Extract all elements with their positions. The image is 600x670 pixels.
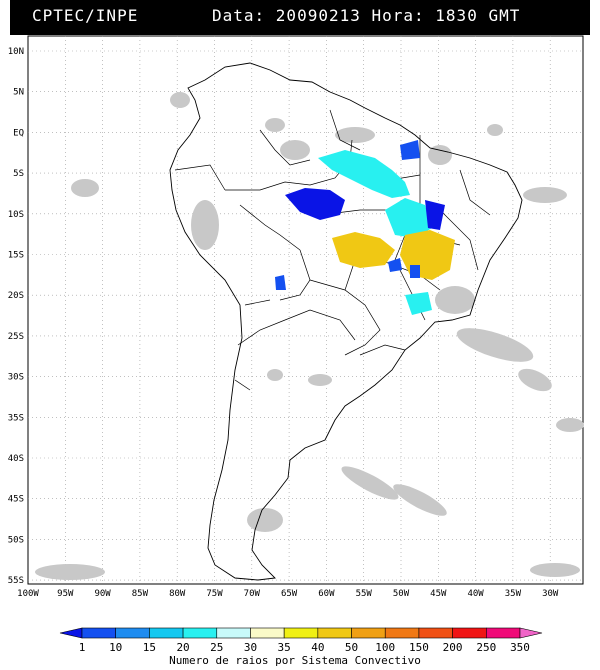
colorbar-tick-label: 10 (109, 641, 122, 654)
lat-tick-label: 50S (8, 535, 24, 545)
colorbar-segment (149, 627, 184, 639)
lat-tick-label: 55S (8, 576, 24, 586)
lat-tick-label: 35S (8, 413, 24, 423)
colorbar-segment (384, 627, 420, 639)
colorbar-segment (182, 627, 218, 639)
lon-tick-label: 70W (244, 589, 261, 599)
system-cyan-south (405, 292, 432, 315)
system-orange-west (332, 232, 395, 268)
colorbar-segment (317, 627, 352, 639)
coastlines (169, 62, 523, 581)
lat-tick-label: 5N (13, 88, 24, 98)
header-source: CPTEC/INPE (32, 6, 139, 25)
lon-tick-label: 100W (17, 589, 39, 599)
system-blue-small-2 (388, 258, 402, 272)
system-cyan-north (318, 150, 410, 198)
lon-tick-label: 90W (94, 589, 111, 599)
lat-tick-label: EQ (13, 128, 24, 138)
colorbar-segment (418, 627, 453, 639)
colorbar-tick-label: 15 (143, 641, 156, 654)
lat-tick-label: 10N (8, 47, 24, 57)
system-cyan-central (385, 198, 432, 238)
map-frame (27, 35, 584, 585)
lat-tick-label: 40S (8, 454, 24, 464)
system-blue-small-3 (275, 275, 286, 290)
lon-tick-label: 45W (430, 589, 447, 599)
colorbar-segment (486, 627, 521, 639)
colorbar-segment (81, 627, 116, 639)
colorbar-tick-label: 200 (443, 641, 463, 654)
lon-tick-label: 95W (57, 589, 74, 599)
colorbar-tick-label: 150 (409, 641, 429, 654)
colorbar-max-arrow (519, 627, 543, 639)
colorbar-tick-label: 20 (176, 641, 189, 654)
lon-tick-label: 50W (393, 589, 410, 599)
map-header: CPTEC/INPE Data: 20090213 Hora: 1830 GMT (10, 0, 590, 35)
lon-tick-label: 35W (505, 589, 522, 599)
system-blue-small-4 (410, 265, 420, 278)
lat-tick-label: 30S (8, 373, 24, 383)
colorbar-segment (115, 627, 150, 639)
convective-systems (275, 140, 455, 315)
system-blue-small-1 (400, 140, 420, 160)
lon-tick-label: 30W (542, 589, 559, 599)
lat-tick-label: 5S (13, 169, 24, 179)
colorbar-tick-label: 40 (311, 641, 324, 654)
lat-tick-label: 45S (8, 495, 24, 505)
colorbar-segment (351, 627, 386, 639)
system-blue-west (285, 188, 345, 220)
colorbar-tick-label: 30 (244, 641, 257, 654)
lon-tick-label: 55W (356, 589, 373, 599)
lat-tick-label: 20S (8, 291, 24, 301)
lon-tick-label: 75W (206, 589, 223, 599)
colorbar-tick-label: 35 (278, 641, 291, 654)
colorbar-tick-label: 350 (510, 641, 530, 654)
colorbar-tick-label: 25 (210, 641, 223, 654)
colorbar-segment (283, 627, 319, 639)
colorbar-tick-label: 50 (345, 641, 358, 654)
lon-tick-label: 65W (281, 589, 298, 599)
colorbar-min-arrow (59, 627, 83, 639)
lat-tick-label: 10S (8, 210, 24, 220)
colorbar-segment (216, 627, 251, 639)
colorbar: 1 10 15 20 25 30 35 40 50 100 150 200 250 350 (59, 627, 543, 654)
colorbar-tick-label: 1 (79, 641, 86, 654)
lon-tick-label: 40W (467, 589, 484, 599)
lon-tick-label: 85W (132, 589, 149, 599)
lat-tick-label: 25S (8, 332, 24, 342)
lat-tick-label: 15S (8, 251, 24, 261)
cloud-cover (35, 92, 584, 580)
lon-tick-label: 60W (318, 589, 335, 599)
colorbar-segment (452, 627, 487, 639)
graticule (28, 36, 583, 584)
colorbar-title: Numero de raios por Sistema Convectivo (169, 654, 421, 667)
colorbar-segment (250, 627, 285, 639)
colorbar-tick-label: 100 (375, 641, 395, 654)
colorbar-tick-label: 250 (476, 641, 496, 654)
header-datetime: Data: 20090213 Hora: 1830 GMT (212, 6, 521, 25)
lon-tick-label: 80W (169, 589, 186, 599)
system-blue-east (425, 200, 445, 230)
